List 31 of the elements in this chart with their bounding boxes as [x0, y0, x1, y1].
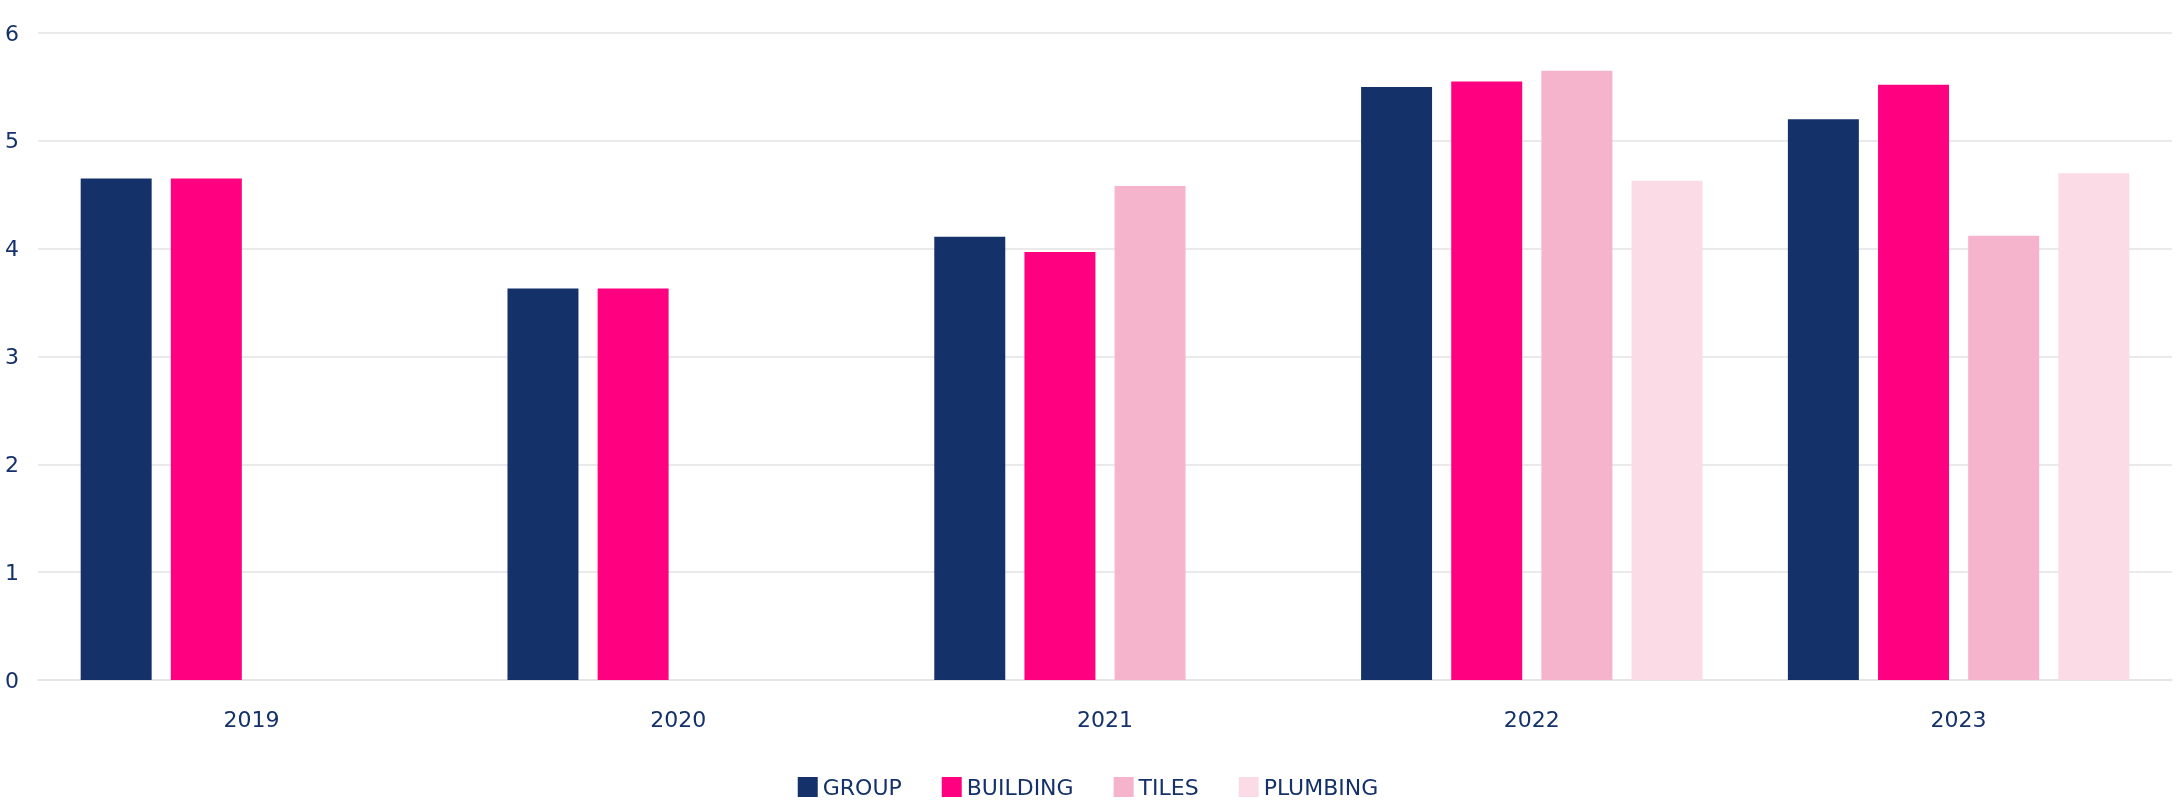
y-tick-label: 4 — [5, 236, 19, 262]
bar — [1968, 235, 2040, 680]
bar — [2058, 173, 2130, 680]
bar — [934, 236, 1006, 680]
x-tick-label: 2019 — [223, 706, 280, 732]
bar — [597, 288, 669, 680]
y-tick-label: 0 — [5, 667, 19, 693]
legend-label: TILES — [1137, 774, 1199, 800]
bar — [1024, 251, 1096, 680]
y-tick-label: 5 — [5, 128, 19, 154]
bar — [1631, 180, 1703, 680]
y-tick-label: 1 — [5, 559, 19, 585]
legend-label: BUILDING — [966, 774, 1074, 800]
x-tick-label: 2020 — [650, 706, 707, 732]
bar — [1114, 186, 1186, 680]
bar — [1878, 84, 1950, 680]
legend-label: PLUMBING — [1263, 774, 1379, 800]
x-tick-label: 2023 — [1930, 706, 1987, 732]
legend-label: GROUP — [822, 774, 902, 800]
bar — [1451, 81, 1523, 680]
y-tick-label: 2 — [5, 451, 19, 477]
bar — [170, 178, 242, 680]
bar — [507, 288, 579, 680]
bar — [1541, 70, 1613, 680]
bar — [1361, 86, 1433, 680]
bar — [1787, 119, 1859, 680]
x-tick-label: 2021 — [1077, 706, 1133, 732]
y-tick-label: 6 — [5, 20, 19, 46]
x-tick-label: 2022 — [1503, 706, 1560, 732]
bar — [80, 178, 152, 680]
y-tick-label: 3 — [5, 344, 19, 369]
